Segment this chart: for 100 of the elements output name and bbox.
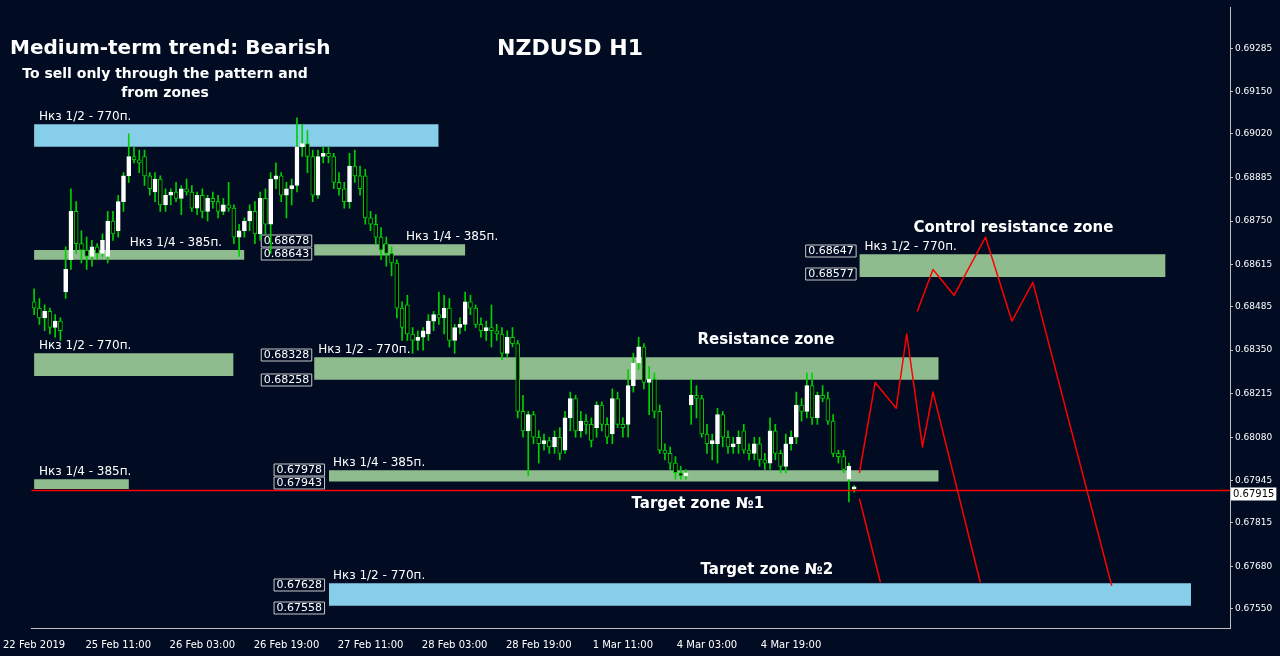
band-label: Нкз 1/2 - 770п. xyxy=(39,338,132,353)
candlestick xyxy=(552,430,557,454)
candlestick xyxy=(652,372,657,419)
candlestick xyxy=(615,391,620,428)
candlestick xyxy=(799,398,804,422)
annotation: 0.67558 xyxy=(276,601,323,615)
candlestick xyxy=(657,404,662,454)
candlestick xyxy=(221,198,226,215)
annotation: 0.68647 xyxy=(808,244,854,258)
candlestick xyxy=(84,236,90,270)
candlestick xyxy=(757,436,762,467)
candlestick xyxy=(121,172,126,212)
candlestick xyxy=(142,149,147,186)
candlestick xyxy=(636,336,641,370)
candlestick xyxy=(468,294,473,315)
y-tick-label: 0.67815 xyxy=(1235,517,1273,528)
y-tick-label: 0.68750 xyxy=(1235,215,1273,226)
candlestick xyxy=(200,188,205,219)
y-tick-label: 0.68885 xyxy=(1235,171,1273,182)
band-label: Нкз 1/4 - 385п. xyxy=(129,235,223,250)
y-tick-label: 0.68485 xyxy=(1235,300,1273,311)
candlestick xyxy=(168,188,174,206)
candlestick xyxy=(42,304,47,332)
candlestick xyxy=(163,188,168,212)
candlestick xyxy=(326,146,331,164)
candlestick xyxy=(452,323,457,354)
candlestick xyxy=(79,230,84,264)
candlestick xyxy=(289,178,295,206)
candlestick xyxy=(320,146,326,164)
x-tick-label: 27 Feb 11:00 xyxy=(337,638,404,650)
candlestick xyxy=(247,204,252,232)
annotation: Target zone №1 xyxy=(631,494,765,513)
annotation: To sell only through the pattern and from zones xyxy=(22,65,308,100)
candlestick xyxy=(688,378,694,425)
candlestick xyxy=(778,449,783,474)
candlestick xyxy=(494,323,500,341)
candlestick xyxy=(794,391,799,445)
candlestick xyxy=(588,417,594,448)
candlestick xyxy=(410,327,415,354)
y-tick-label: 0.69020 xyxy=(1235,128,1273,139)
candlestick xyxy=(709,433,715,461)
candlestick xyxy=(242,217,247,238)
annotation: 0.68577 xyxy=(808,267,854,281)
candlestick xyxy=(531,411,536,445)
candlestick xyxy=(573,394,578,438)
band-label: Нкз 1/2 - 770п. xyxy=(318,342,411,357)
ref-line-label: 0.67915 xyxy=(1233,487,1275,499)
candlestick xyxy=(815,391,820,425)
y-tick-label: 0.68615 xyxy=(1235,258,1273,269)
x-tick-label: 28 Feb 19:00 xyxy=(505,638,572,650)
candlestick xyxy=(483,320,489,341)
candlestick xyxy=(536,430,542,464)
candlestick xyxy=(447,298,452,348)
annotation: 0.68643 xyxy=(263,247,310,261)
candlestick xyxy=(694,385,699,419)
candlestick xyxy=(736,430,741,454)
y-tick-label: 0.68080 xyxy=(1235,431,1273,442)
band-label: Нкз 1/2 - 770п. xyxy=(39,109,132,124)
candlestick xyxy=(368,211,373,232)
annotation: Target zone №2 xyxy=(700,560,834,579)
x-tick-label: 4 Mar 19:00 xyxy=(760,638,822,650)
y-tick-label: 0.67680 xyxy=(1235,560,1273,571)
candlestick xyxy=(772,424,778,461)
candlestick xyxy=(299,123,305,157)
candlestick xyxy=(431,311,436,332)
candlestick xyxy=(631,353,636,393)
annotation: 0.67978 xyxy=(276,463,323,477)
x-tick-label: 26 Feb 19:00 xyxy=(253,638,320,650)
x-tick-label: 4 Mar 03:00 xyxy=(676,638,738,650)
y-tick-label: 0.68350 xyxy=(1235,344,1273,355)
candlestick xyxy=(305,130,310,173)
x-tick-label: 28 Feb 03:00 xyxy=(421,638,488,650)
x-tick-label: 25 Feb 11:00 xyxy=(85,638,152,650)
text: NZDUSD H1 xyxy=(497,35,643,60)
x-tick-label: 1 Mar 11:00 xyxy=(592,638,654,650)
annotation: 0.67628 xyxy=(276,578,323,592)
text: Medium-term trend: Bearish xyxy=(10,35,331,59)
y-tick-label: 0.67550 xyxy=(1235,602,1273,613)
candlestick xyxy=(347,152,352,209)
band-label: Нкз 1/4 - 385п. xyxy=(39,464,132,479)
band-label: Нкз 1/4 - 385п. xyxy=(405,229,499,244)
x-tick-label: 26 Feb 03:00 xyxy=(169,638,236,650)
candlestick xyxy=(184,178,189,196)
candlestick xyxy=(673,456,678,480)
band-label: Нкз 1/2 - 770п. xyxy=(332,568,426,583)
annotation: Resistance zone xyxy=(697,330,835,349)
candlestick xyxy=(841,449,846,474)
candlestick xyxy=(205,194,210,222)
candlestick xyxy=(100,233,105,257)
candlestick xyxy=(37,298,42,325)
candlestick xyxy=(820,385,825,403)
y-tick-label: 0.69285 xyxy=(1235,42,1273,53)
candlestick xyxy=(389,246,394,277)
candlestick xyxy=(58,317,63,341)
candlestick xyxy=(594,401,599,438)
candlestick xyxy=(136,149,142,173)
candlestick xyxy=(178,185,184,215)
candlestick xyxy=(473,304,479,328)
annotation: 0.68328 xyxy=(263,348,310,362)
candlestick xyxy=(715,407,720,464)
